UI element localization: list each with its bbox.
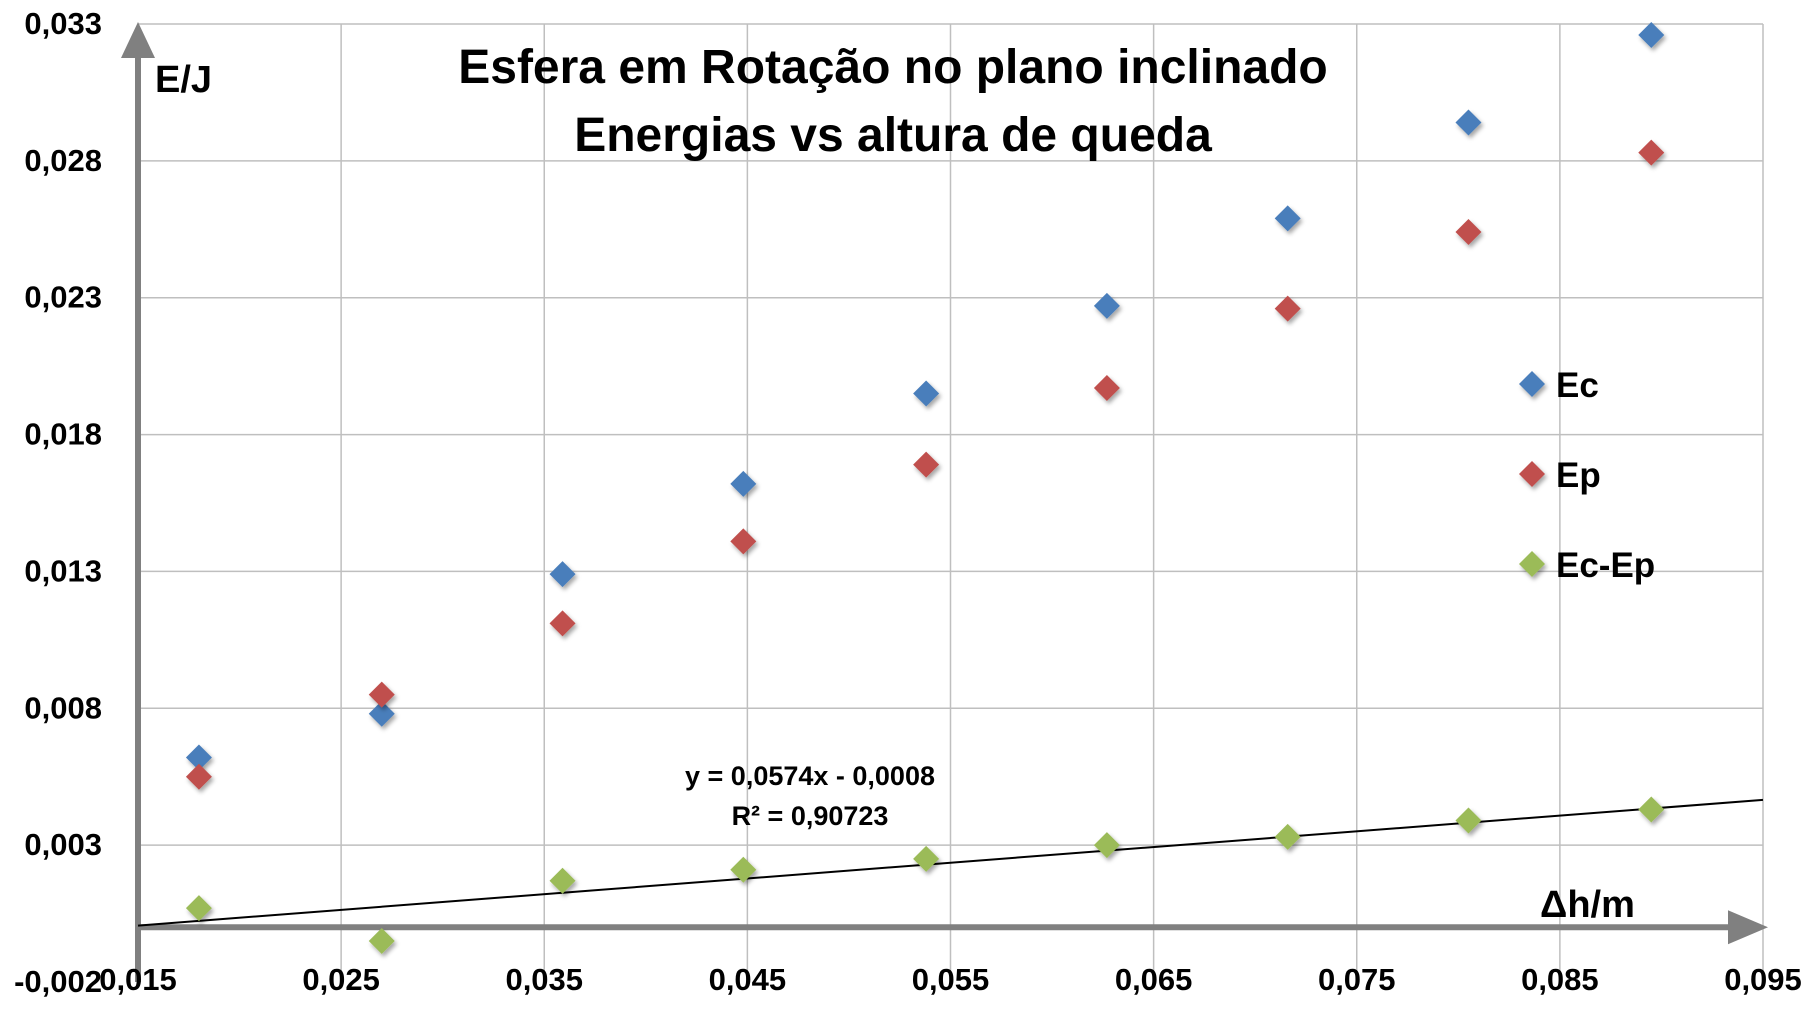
y-tick-label: 0,013 xyxy=(24,553,102,588)
point-ec-ep xyxy=(549,867,576,894)
point-ep xyxy=(1093,375,1120,402)
x-tick-label: 0,055 xyxy=(912,962,990,997)
point-ec-ep xyxy=(1455,807,1482,834)
x-tick-label: 0,035 xyxy=(505,962,583,997)
point-ec xyxy=(730,470,757,497)
trendline xyxy=(137,798,1764,927)
point-ec xyxy=(1093,292,1120,319)
legend: Ec Ep Ec-Ep xyxy=(1519,366,1655,585)
trendline-equation: y = 0,0574x - 0,0008 xyxy=(685,761,935,791)
y-tick-label: -0,002 xyxy=(14,964,102,999)
x-axis-label: Δh/m xyxy=(1540,884,1635,926)
x-axis-arrow xyxy=(1728,910,1768,945)
grid-lines xyxy=(137,23,1764,982)
point-ep xyxy=(1455,219,1482,246)
legend-label-ep: Ep xyxy=(1556,456,1601,495)
point-ep xyxy=(913,451,940,478)
axes xyxy=(121,22,1768,982)
y-tick-label: 0,028 xyxy=(24,143,102,178)
y-tick-label: 0,023 xyxy=(24,280,102,315)
point-ec-ep xyxy=(1638,796,1665,823)
y-tick-label: 0,033 xyxy=(24,6,102,41)
point-ec xyxy=(1455,109,1482,136)
chart-title-line-2: Energias vs altura de queda xyxy=(574,109,1212,162)
legend-marker-ec-ep xyxy=(1519,551,1545,577)
point-ep xyxy=(730,528,757,555)
legend-marker-ep xyxy=(1519,461,1545,487)
data-points xyxy=(185,21,1665,954)
x-tick-label: 0,045 xyxy=(709,962,787,997)
point-ec-ep xyxy=(185,895,212,922)
point-ec xyxy=(185,744,212,771)
x-tick-label: 0,065 xyxy=(1115,962,1193,997)
chart-title-line-1: Esfera em Rotação no plano inclinado xyxy=(458,41,1328,94)
legend-label-ec-ep: Ec-Ep xyxy=(1556,546,1655,585)
point-ep xyxy=(549,610,576,637)
point-ec-ep xyxy=(1093,832,1120,859)
x-tick-label: 0,015 xyxy=(99,962,177,997)
trendline-r-squared: R² = 0,90723 xyxy=(732,801,889,831)
trendline-path xyxy=(137,798,1764,927)
x-tick-label: 0,075 xyxy=(1318,962,1396,997)
point-ep xyxy=(185,763,212,790)
y-tick-label: 0,018 xyxy=(24,417,102,452)
y-tick-label: 0,008 xyxy=(24,690,102,725)
tick-labels: -0,002 0,003 0,008 0,013 0,018 0,023 0,028 0,03… xyxy=(14,6,1802,999)
legend-label-ec: Ec xyxy=(1556,366,1599,405)
point-ec xyxy=(1638,21,1665,48)
y-tick-label: 0,003 xyxy=(24,827,102,862)
x-tick-label: 0,025 xyxy=(302,962,380,997)
y-axis-label: E/J xyxy=(155,59,212,101)
point-ep xyxy=(1274,295,1301,322)
point-ec xyxy=(549,561,576,588)
point-ec xyxy=(368,700,395,727)
point-ec xyxy=(913,380,940,407)
y-axis-arrow xyxy=(121,22,155,58)
point-ec-ep xyxy=(913,845,940,872)
point-ec xyxy=(1274,205,1301,232)
point-ec-ep xyxy=(1274,823,1301,850)
point-ep xyxy=(1638,139,1665,166)
point-ec-ep xyxy=(730,856,757,883)
x-tick-label: 0,095 xyxy=(1724,962,1802,997)
legend-marker-ec xyxy=(1519,371,1545,397)
point-ep xyxy=(368,681,395,708)
x-tick-label: 0,085 xyxy=(1521,962,1599,997)
point-ec-ep xyxy=(368,927,395,954)
